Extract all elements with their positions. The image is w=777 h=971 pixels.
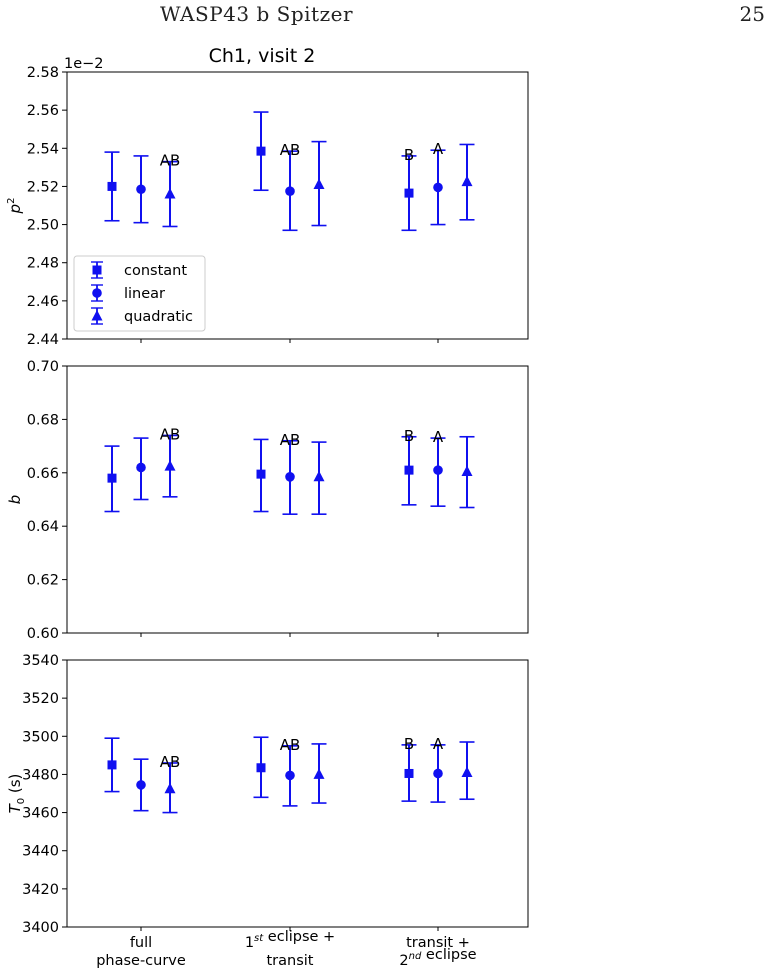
x-category-label: 2nd eclipse (399, 947, 476, 969)
data-point-quadratic (461, 175, 473, 187)
axis-offset-label: 1e−2 (64, 56, 104, 72)
annotation-label: AB (280, 141, 301, 159)
y-tick-label: 3480 (22, 767, 59, 783)
page-header: WASP43 b Spitzer 25 (0, 0, 777, 40)
data-point-constant (404, 465, 414, 475)
legend-marker-constant (92, 265, 102, 275)
data-point-constant (256, 469, 266, 479)
plot-frame (66, 659, 529, 928)
annotation-label: AB (280, 431, 301, 449)
legend: constant linear quadratic (73, 255, 206, 332)
panel-1: 2.442.462.482.502.522.542.562.58p21e−2AB… (6, 56, 529, 348)
y-axis-label: b (6, 495, 24, 505)
data-point-constant (256, 146, 266, 156)
y-tick-label: 3420 (22, 882, 59, 898)
annotation-label: AB (280, 736, 301, 754)
series-group-2: AB (253, 111, 327, 232)
x-category-label: transit + (406, 935, 470, 951)
y-tick-label: 2.44 (27, 332, 59, 348)
y-tick-label: 2.46 (27, 294, 59, 310)
y-tick-label: 2.56 (27, 103, 59, 119)
data-point-linear (285, 770, 295, 781)
figure-title: Ch1, visit 2 (209, 45, 316, 67)
data-point-linear (136, 184, 146, 195)
legend-label: linear (124, 286, 165, 302)
data-point-linear (433, 465, 443, 475)
y-tick-label: 0.60 (27, 626, 59, 642)
legend-marker-linear (92, 288, 102, 298)
data-point-linear (136, 462, 146, 473)
x-category-label: transit (267, 953, 314, 969)
data-point-linear (285, 472, 295, 482)
data-point-quadratic (461, 465, 473, 476)
data-point-constant (256, 763, 266, 773)
y-axis-label: p2 (6, 198, 24, 215)
y-tick-label: 0.68 (27, 412, 59, 428)
running-title: WASP43 b Spitzer (160, 2, 353, 26)
data-point-quadratic (164, 460, 176, 471)
data-point-constant (107, 473, 117, 483)
series-group-1: AB (104, 737, 181, 814)
plot-frame (66, 365, 529, 634)
data-point-linear (433, 768, 443, 779)
y-tick-label: 3400 (22, 920, 59, 936)
annotation-label: AB (160, 425, 181, 443)
data-point-quadratic (164, 188, 176, 199)
data-point-quadratic (313, 178, 325, 190)
series-group-2: AB (253, 736, 327, 807)
annotation-label: AB (160, 753, 181, 771)
series-group-2: AB (253, 431, 327, 515)
y-tick-label: 2.52 (27, 179, 59, 195)
data-point-quadratic (313, 768, 325, 779)
x-category-label: phase-curve (96, 953, 186, 969)
data-point-linear (433, 182, 443, 193)
series-group-1: AB (104, 425, 181, 513)
annotation-label: AB (160, 152, 181, 170)
plot-frame (66, 71, 529, 340)
page-number: 25 (739, 2, 765, 26)
data-point-constant (107, 760, 117, 770)
annotation-label: B (404, 146, 414, 164)
data-point-constant (404, 188, 414, 198)
y-tick-label: 2.50 (27, 218, 59, 234)
legend-box (73, 255, 206, 332)
legend-label: constant (124, 263, 187, 279)
y-tick-label: 0.66 (27, 466, 59, 482)
data-point-constant (107, 181, 117, 191)
annotation-label: A (433, 428, 444, 446)
y-tick-label: 0.64 (27, 519, 59, 535)
x-category-label: full (130, 935, 152, 951)
data-point-constant (404, 768, 414, 778)
legend-label: quadratic (124, 309, 193, 325)
data-point-quadratic (461, 766, 473, 778)
legend-marker-quadratic (91, 310, 103, 321)
y-axis-label: T0 (s) (6, 774, 27, 814)
y-tick-label: 3440 (22, 844, 59, 860)
data-point-linear (285, 186, 295, 196)
y-tick-label: 2.48 (27, 256, 59, 272)
y-tick-label: 2.54 (27, 141, 59, 157)
series-group-1: AB (104, 151, 181, 228)
data-point-linear (136, 780, 146, 790)
annotation-label: A (433, 735, 444, 753)
data-point-quadratic (164, 782, 176, 794)
y-tick-label: 0.62 (27, 573, 59, 589)
data-point-quadratic (313, 470, 325, 482)
y-tick-label: 3460 (22, 806, 59, 822)
y-tick-label: 0.70 (27, 359, 59, 375)
y-tick-label: 3540 (22, 653, 59, 669)
y-tick-label: 3520 (22, 691, 59, 707)
y-tick-label: 2.58 (27, 65, 59, 81)
annotation-label: B (404, 427, 414, 445)
y-tick-label: 3500 (22, 729, 59, 745)
annotation-label: B (404, 735, 414, 753)
annotation-label: A (433, 140, 444, 158)
x-category-label: 1st eclipse + (245, 929, 335, 951)
